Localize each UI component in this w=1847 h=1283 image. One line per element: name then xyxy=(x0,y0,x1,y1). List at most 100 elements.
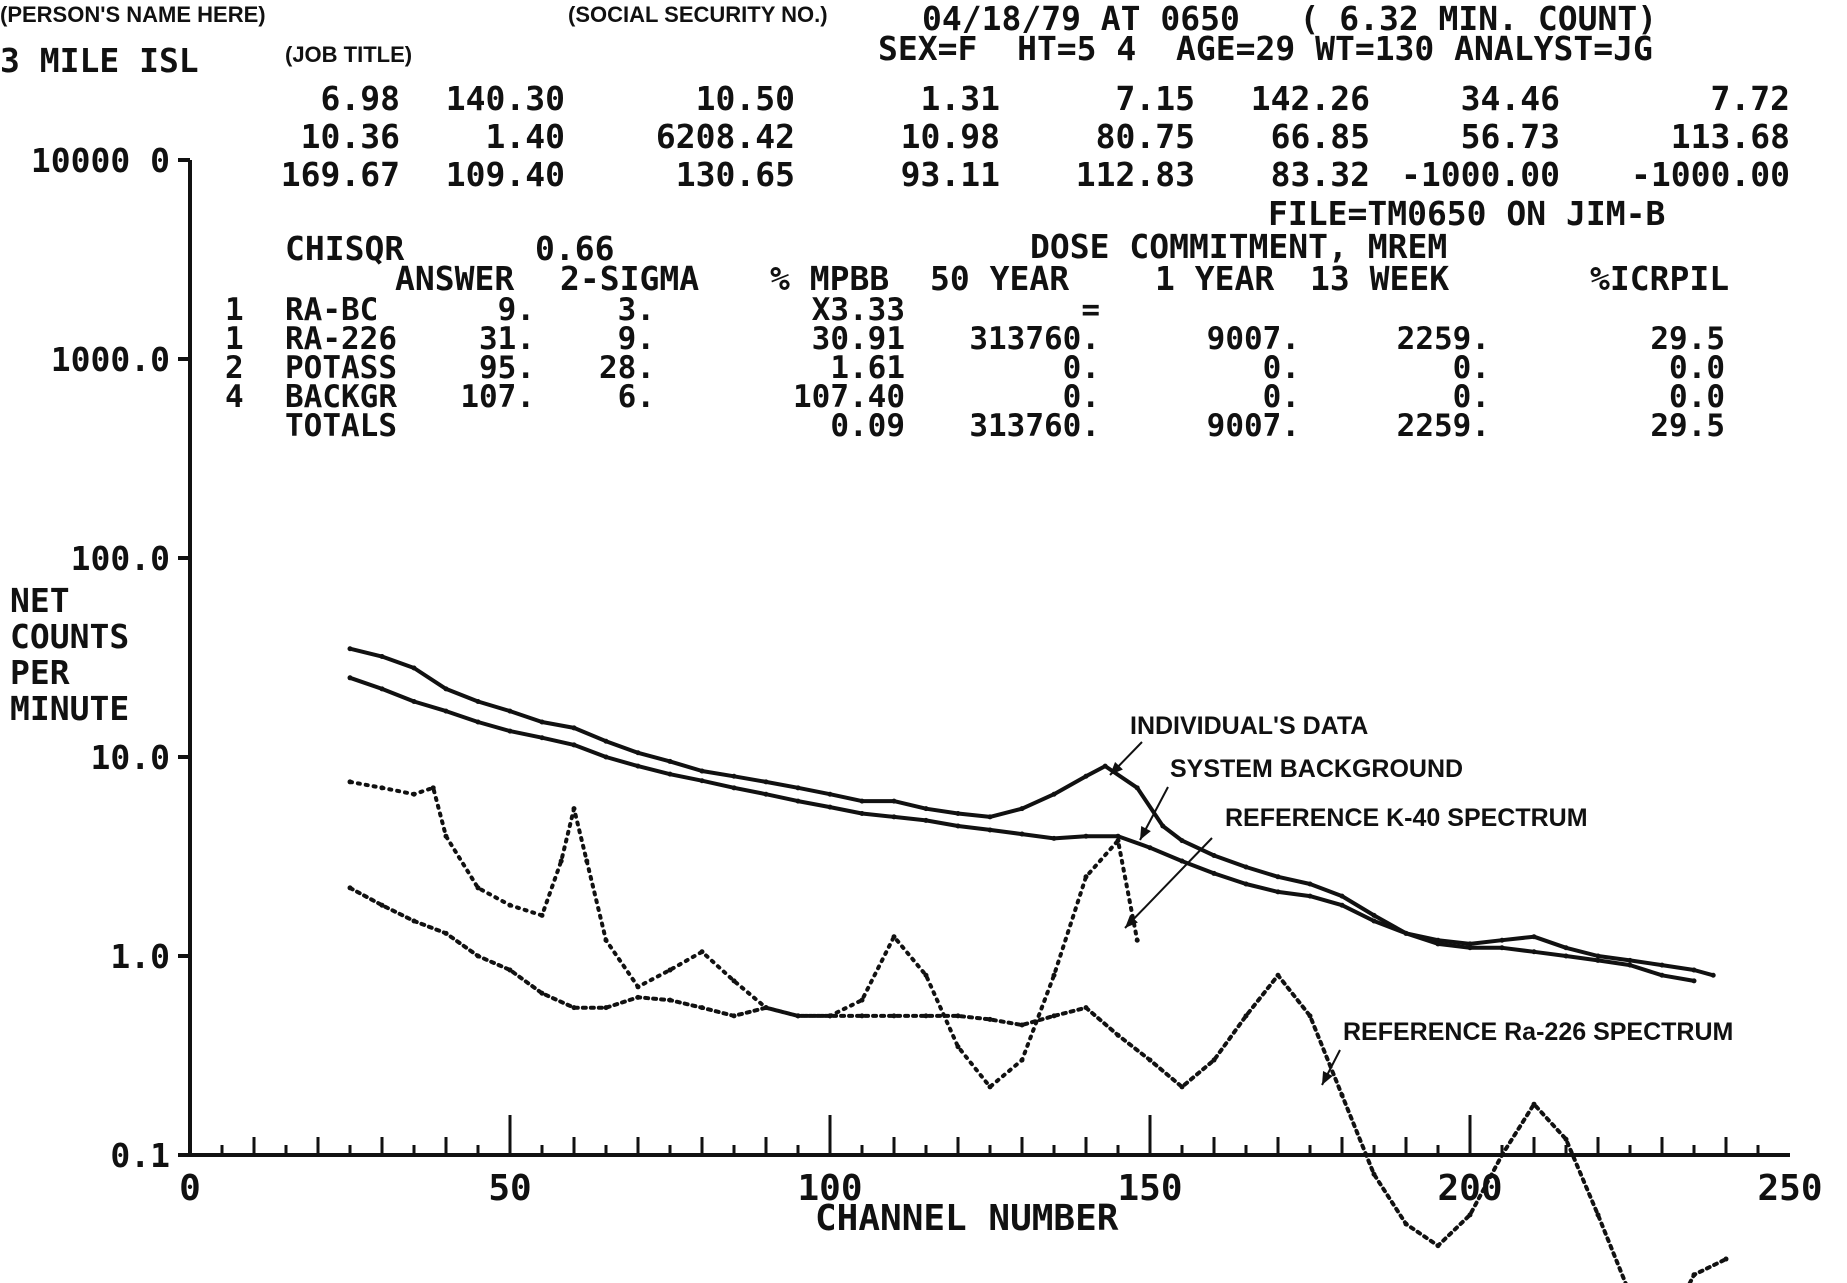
row-2-y1: 0. xyxy=(1263,350,1300,386)
row-3-icrp: 0.0 xyxy=(1669,379,1725,415)
axes: NET COUNTS PER MINUTE CHANNEL NUMBER 0.1… xyxy=(10,141,1823,1239)
point-1-16 xyxy=(859,811,865,817)
point-1-22 xyxy=(1051,835,1057,841)
point-0-21 xyxy=(1019,806,1025,812)
point-1-39 xyxy=(1595,957,1601,963)
point-3-33 xyxy=(1403,1221,1409,1227)
file-line: FILE=TM0650 ON JIM-B xyxy=(1268,194,1665,233)
point-0-20 xyxy=(987,814,993,820)
row-0-sigma: 3. xyxy=(618,292,655,328)
coef-r0-c2: 10.50 xyxy=(696,79,795,118)
point-0-11 xyxy=(699,768,705,774)
point-3-7 xyxy=(571,1005,577,1011)
coef-r0-c1: 140.30 xyxy=(446,79,565,118)
point-1-35 xyxy=(1467,945,1473,951)
row-2-sigma: 28. xyxy=(599,350,655,386)
point-0-36 xyxy=(1467,941,1473,947)
subject-line: SEX=F HT=5 4 AGE=29 WT=130 ANALYST=JG xyxy=(878,29,1653,68)
coef-r2-c7: -1000.00 xyxy=(1631,155,1790,194)
point-1-0 xyxy=(347,675,353,681)
point-3-11 xyxy=(699,1005,705,1011)
point-2-7 xyxy=(539,912,545,918)
coefficient-rows: 6.98 140.30 10.50 1.31 7.15 142.26 34.46 7.72 10… xyxy=(281,79,1790,194)
point-2-5 xyxy=(475,885,481,891)
point-1-40 xyxy=(1627,962,1633,968)
point-0-42 xyxy=(1659,962,1665,968)
annotation-label-1: SYSTEM BACKGROUND xyxy=(1170,755,1463,783)
annotation-arrowhead-3 xyxy=(1322,1071,1333,1085)
row-1-w13: 2259. xyxy=(1397,321,1490,357)
point-2-3 xyxy=(430,785,436,791)
col-icrpil: %ICRPIL xyxy=(1590,259,1729,298)
point-1-5 xyxy=(507,728,513,734)
coef-r0-c5: 142.26 xyxy=(1251,79,1370,118)
point-0-40 xyxy=(1595,953,1601,959)
point-0-14 xyxy=(795,785,801,791)
coef-r1-c6: 56.73 xyxy=(1461,117,1560,156)
point-2-24 xyxy=(1019,1057,1025,1063)
annotation-label-3: REFERENCE Ra-226 SPECTRUM xyxy=(1343,1018,1733,1046)
point-2-6 xyxy=(507,902,513,908)
point-2-9 xyxy=(571,806,577,812)
row-3-w13: 0. xyxy=(1453,379,1490,415)
point-3-9 xyxy=(635,994,641,1000)
point-0-39 xyxy=(1563,945,1569,951)
point-3-24 xyxy=(1115,1032,1121,1038)
point-3-14 xyxy=(795,1013,801,1019)
point-3-13 xyxy=(763,1005,769,1011)
point-3-5 xyxy=(507,967,513,973)
coef-r0-c0: 6.98 xyxy=(321,79,400,118)
coef-r0-c4: 7.15 xyxy=(1116,79,1195,118)
point-1-24 xyxy=(1115,833,1121,839)
point-3-21 xyxy=(1019,1022,1025,1028)
point-0-29 xyxy=(1243,864,1249,870)
point-3-30 xyxy=(1307,1013,1313,1019)
annotation-arrowhead-1 xyxy=(1140,826,1151,840)
point-2-12 xyxy=(635,984,641,990)
point-0-38 xyxy=(1531,934,1537,940)
point-2-2 xyxy=(411,791,417,797)
series-1 xyxy=(347,675,1697,984)
point-1-13 xyxy=(763,791,769,797)
coef-r0-c3: 1.31 xyxy=(921,79,1000,118)
coef-r1-c2: 6208.42 xyxy=(656,117,795,156)
point-1-19 xyxy=(955,823,961,829)
point-0-6 xyxy=(539,719,545,725)
annotation-arrowhead-2 xyxy=(1125,914,1138,928)
x-tick-label-0: 0 xyxy=(179,1168,201,1209)
point-1-27 xyxy=(1211,870,1217,876)
point-3-42 xyxy=(1691,1272,1697,1278)
point-1-4 xyxy=(475,719,481,725)
point-1-36 xyxy=(1499,945,1505,951)
col-answer: ANSWER xyxy=(395,259,514,298)
series-3 xyxy=(347,885,1729,1283)
coef-r1-c7: 113.68 xyxy=(1671,117,1790,156)
row-4-mpbb: 0.09 xyxy=(830,408,905,444)
point-1-3 xyxy=(443,708,449,714)
point-1-34 xyxy=(1435,941,1441,947)
point-0-10 xyxy=(667,758,673,764)
point-0-9 xyxy=(635,750,641,756)
point-0-18 xyxy=(923,806,929,812)
point-3-35 xyxy=(1467,1212,1473,1218)
point-0-4 xyxy=(475,699,481,705)
coef-r2-c4: 112.83 xyxy=(1076,155,1195,194)
point-0-25 xyxy=(1134,785,1140,791)
x-tick-label-5: 250 xyxy=(1757,1168,1822,1209)
row-1-y1: 9007. xyxy=(1207,321,1300,357)
point-2-20 xyxy=(891,934,897,940)
point-0-31 xyxy=(1307,881,1313,887)
point-0-16 xyxy=(859,798,865,804)
col-50-year: 50 YEAR xyxy=(930,259,1069,298)
point-1-8 xyxy=(603,754,609,760)
point-3-4 xyxy=(475,953,481,959)
coef-r1-c5: 66.85 xyxy=(1271,117,1370,156)
point-2-0 xyxy=(347,779,353,785)
point-1-7 xyxy=(571,742,577,748)
row-3-y1: 0. xyxy=(1263,379,1300,415)
row-1-mpbb: 30.91 xyxy=(812,321,905,357)
point-0-17 xyxy=(891,798,897,804)
point-0-27 xyxy=(1179,838,1185,844)
person-name-label: (PERSON'S NAME HERE) xyxy=(0,2,266,27)
